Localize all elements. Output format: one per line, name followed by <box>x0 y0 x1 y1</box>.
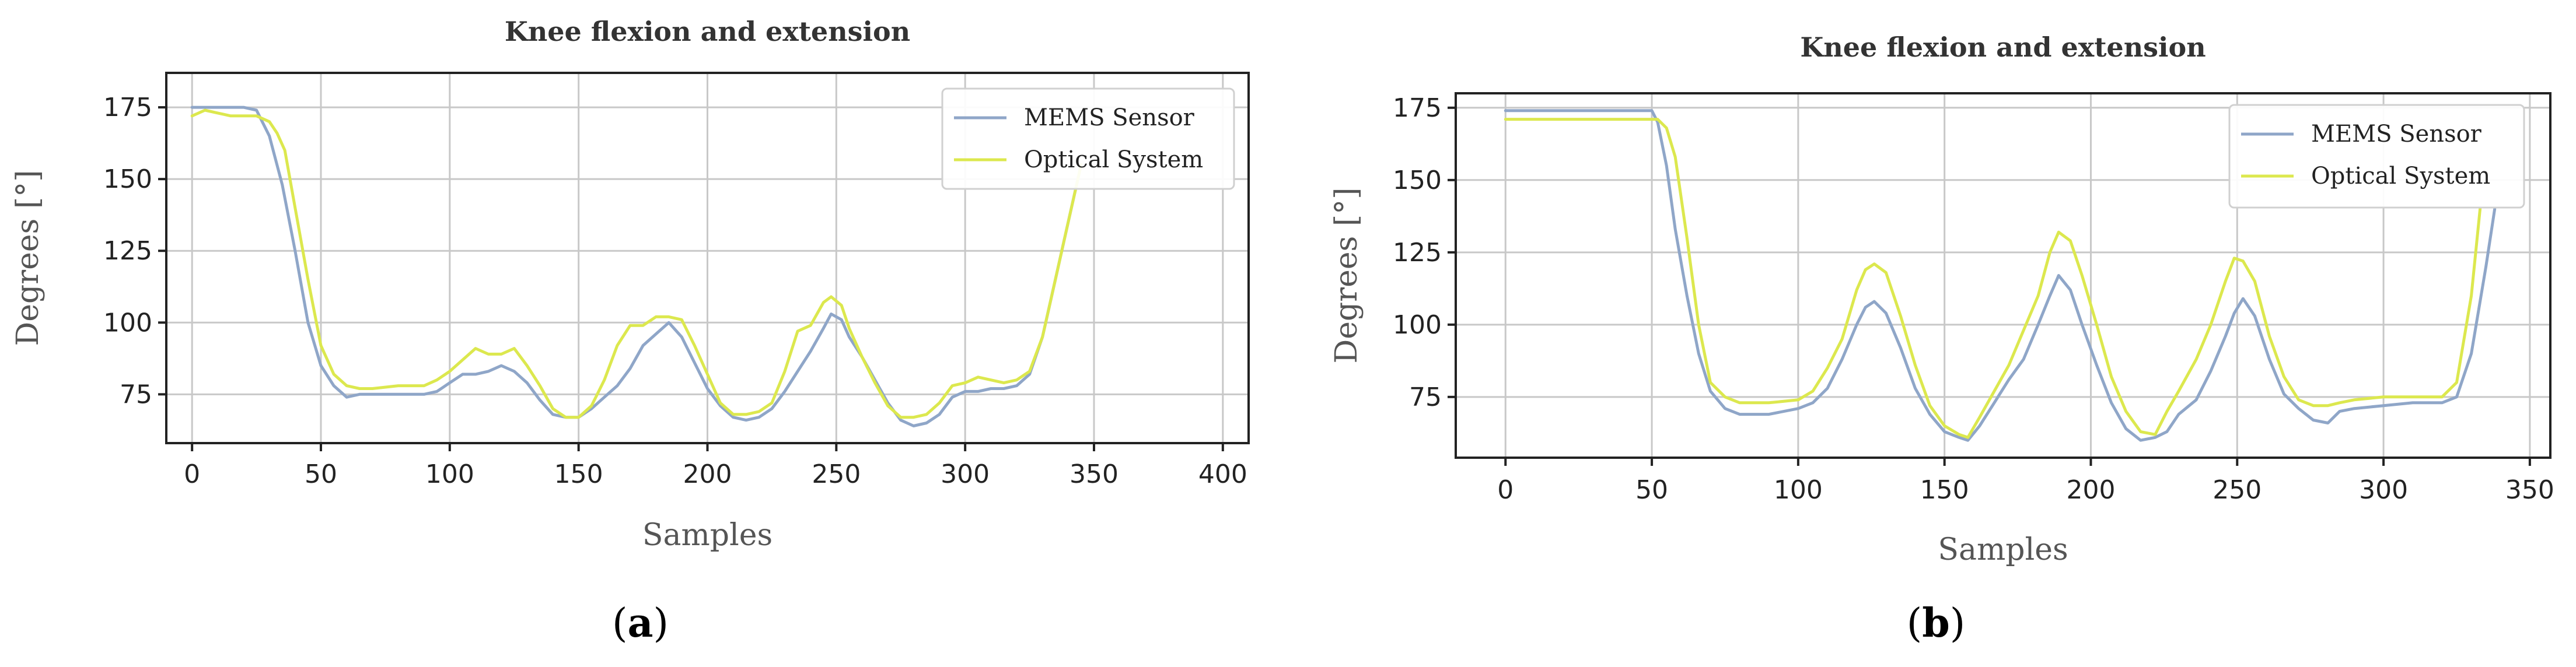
panel-b-x-tick-label: 0 <box>1497 475 1514 505</box>
panel-b-series-line-mems-sensor <box>1504 109 2497 442</box>
panel-b-x-tick-label: 50 <box>1635 475 1668 505</box>
panel-b-legend-box <box>2228 104 2525 209</box>
panel-a-x-tick-label: 400 <box>1198 459 1247 489</box>
panel-a-legend: MEMS Sensor Optical System <box>941 87 1235 190</box>
panel-a-y-tick-label: 100 <box>103 308 152 338</box>
panel-b-x-tick-label: 350 <box>2505 475 2554 505</box>
panel-a-x-tick-label: 150 <box>554 459 603 489</box>
panel-b-legend-label: Optical System <box>2311 163 2490 189</box>
panel-a-chart-title: Knee flexion and extension <box>505 16 910 47</box>
panel-b-legend: MEMS Sensor Optical System <box>2228 104 2525 209</box>
chart-panel-a: Knee flexion and extension 0 50 100 150 200 25… <box>11 16 1250 647</box>
panel-a-series-line-optical-system <box>190 108 1083 419</box>
panel-b-legend-label: MEMS Sensor <box>2311 121 2482 148</box>
panel-a-x-tick-label: 250 <box>812 459 861 489</box>
panel-b-y-tick-label: 75 <box>1409 382 1442 412</box>
panel-b-y-tick-label: 150 <box>1393 166 1442 195</box>
panel-a-x-axis-label: Samples <box>642 518 773 553</box>
panel-a-y-tick-label: 175 <box>103 93 152 122</box>
chart-panel-b: Knee flexion and extension 0 50 100 150 200 25… <box>1329 31 2554 647</box>
panel-b-x-axis-label: Samples <box>1938 532 2068 567</box>
panel-a-y-tick-label: 75 <box>120 380 152 409</box>
panel-a-legend-box <box>941 87 1235 190</box>
panel-a-x-tick-label: 50 <box>305 459 337 489</box>
panel-b-x-tick-label: 300 <box>2359 475 2408 505</box>
panel-a-legend-label: Optical System <box>1024 146 1203 173</box>
panel-b-x-tick-label: 100 <box>1774 475 1823 505</box>
panel-a-x-tick-label: 300 <box>941 459 990 489</box>
panel-b-x-tick-label: 250 <box>2213 475 2262 505</box>
panel-b-plot-frame <box>1455 92 2551 459</box>
panel-a-y-axis-label: Degrees [°] <box>11 170 46 346</box>
panel-b-series-line-optical-system <box>1504 118 2482 439</box>
panel-b-y-axis-label: Degrees [°] <box>1329 188 1364 364</box>
panel-a-x-tick-label: 0 <box>184 459 200 489</box>
panel-a-x-tick-label: 100 <box>425 459 474 489</box>
panel-b-y-tick-label: 100 <box>1393 310 1442 340</box>
panel-b-chart-title: Knee flexion and extension <box>1800 31 2205 63</box>
panel-a-x-tick-label: 350 <box>1069 459 1119 489</box>
panel-b-caption: (b) <box>1907 600 1966 647</box>
panel-b-y-tick-label: 125 <box>1393 238 1442 268</box>
panel-a-y-tick-label: 125 <box>103 236 152 266</box>
panel-a-y-tick-label: 150 <box>103 164 152 194</box>
panel-b-y-tick-label: 175 <box>1393 93 1442 123</box>
panel-b-x-tick-label: 200 <box>2066 475 2115 505</box>
panel-a-legend-label: MEMS Sensor <box>1024 104 1195 131</box>
panel-a-caption: (a) <box>612 600 669 647</box>
panel-a-x-tick-label: 200 <box>683 459 732 489</box>
panel-b-x-tick-label: 150 <box>1920 475 1969 505</box>
panel-a-series-line-mems-sensor <box>190 106 1083 427</box>
